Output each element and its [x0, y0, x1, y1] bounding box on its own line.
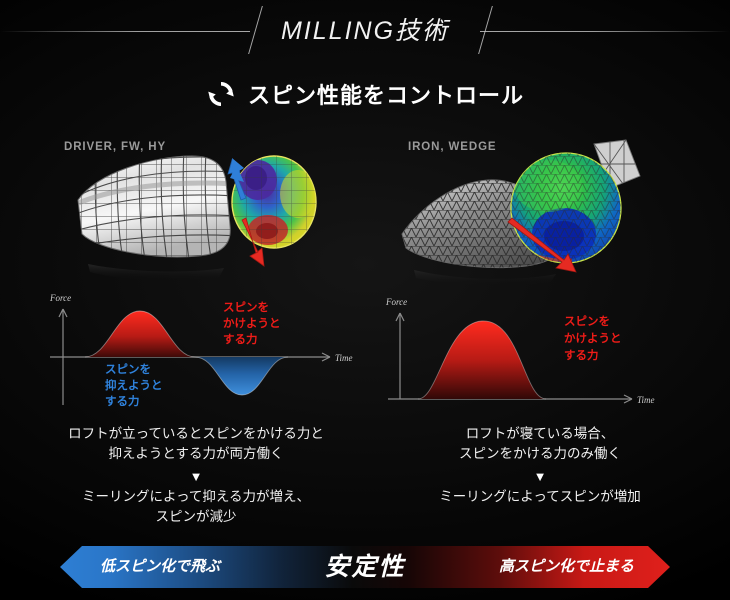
- iron-simulation-image: [401, 139, 641, 287]
- y-axis-arrowhead: [58, 308, 68, 318]
- caption-arrow-iron: ▼: [533, 469, 547, 484]
- driver-simulation-image: [77, 155, 317, 282]
- svg-text:かけようと: かけようと: [223, 317, 281, 330]
- y-axis-arrowhead: [395, 312, 405, 322]
- header-divider-left-icon: [0, 31, 250, 32]
- x-axis-label: Time: [637, 395, 655, 405]
- spin-spectrum-banner: 低スピン化で飛ぶ 安定性 高スピン化で止まる: [60, 546, 670, 588]
- caption-arrow-driver: ▼: [189, 469, 203, 484]
- caption-line: ロフトが寝ている場合、: [465, 426, 615, 441]
- panel-label-iron: IRON, WEDGE: [408, 141, 497, 153]
- subtitle-row: スピン性能をコントロール: [0, 76, 730, 112]
- driver-force-chart: Force Time スピンを かけようと する力 スピンを 抑えようと する力: [49, 293, 353, 408]
- x-axis-arrowhead: [321, 352, 331, 362]
- svg-text:スピンを: スピンを: [564, 315, 610, 328]
- blue-wave-annotation: スピンを 抑えようと する力: [105, 363, 163, 408]
- red-positive-wave: [85, 311, 195, 357]
- subtitle-text: スピン性能をコントロール: [247, 83, 524, 108]
- banner-arrow-shape-icon: [60, 546, 670, 588]
- caption-line: スピンをかける力のみ働く: [459, 446, 621, 461]
- red-down-arrow: [507, 217, 577, 273]
- svg-text:抑えようと: 抑えようと: [105, 378, 163, 392]
- caption-driver-top: ロフトが立っているとスピンをかける力と 抑えようとする力が両方働く: [26, 424, 366, 464]
- y-axis-label: Force: [49, 293, 71, 303]
- x-axis-arrowhead: [623, 394, 633, 404]
- caption-iron-bottom: ミーリングによってスピンが増加: [370, 487, 710, 507]
- blue-up-arrow: [227, 158, 247, 201]
- page-title: MILLING技術: [280, 17, 450, 45]
- banner-left-label: 低スピン化で飛ぶ: [100, 558, 221, 575]
- caption-line: スピンが減少: [155, 509, 237, 524]
- red-wave-annotation: スピンを かけようと する力: [564, 315, 622, 362]
- red-down-arrow: [241, 217, 265, 267]
- red-wave-annotation: スピンを かけようと する力: [223, 301, 281, 346]
- svg-text:する力: する力: [564, 348, 599, 362]
- red-positive-wave: [418, 320, 546, 399]
- iron-force-chart: Force Time スピンを かけようと する力: [385, 297, 655, 405]
- caption-driver-bottom: ミーリングによって抑える力が増え、 スピンが減少: [26, 487, 366, 527]
- banner-center-label: 安定性: [324, 553, 406, 581]
- x-axis-label: Time: [335, 353, 353, 363]
- panel-driver: DRIVER, FW, HY: [26, 132, 366, 422]
- caption-line: ミーリングによってスピンが増加: [439, 489, 641, 504]
- spin-refresh-icon: [208, 82, 234, 106]
- banner-right-label: 高スピン化で止まる: [498, 558, 634, 575]
- panel-label-driver: DRIVER, FW, HY: [64, 141, 167, 153]
- svg-text:スピンを: スピンを: [223, 301, 269, 314]
- svg-text:する力: する力: [105, 394, 140, 408]
- y-axis-label: Force: [385, 297, 407, 307]
- caption-line: ロフトが立っているとスピンをかける力と: [68, 426, 324, 441]
- page-header: MILLING技術: [0, 0, 730, 62]
- blue-negative-wave: [195, 357, 288, 395]
- panel-iron: IRON, WEDGE: [370, 132, 710, 422]
- svg-text:かけようと: かけようと: [564, 332, 622, 345]
- caption-line: ミーリングによって抑える力が増え、: [81, 489, 310, 504]
- svg-text:スピンを: スピンを: [105, 363, 151, 376]
- svg-text:する力: する力: [223, 332, 258, 346]
- caption-line: 抑えようとする力が両方働く: [108, 446, 284, 461]
- header-divider-right-icon: [480, 31, 730, 32]
- caption-iron-top: ロフトが寝ている場合、 スピンをかける力のみ働く: [370, 424, 710, 464]
